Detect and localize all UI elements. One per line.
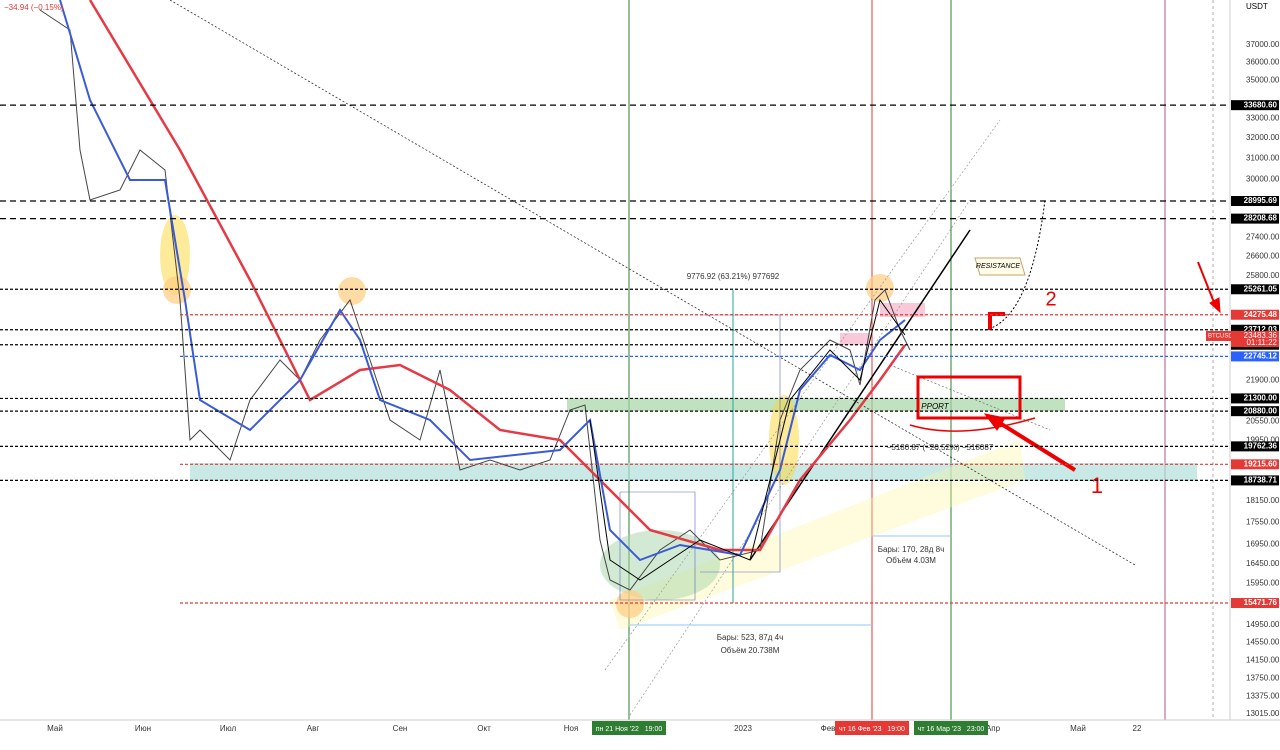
price-tag <box>1231 459 1279 470</box>
currency: USDT <box>1246 2 1268 11</box>
annotation: 1 <box>1091 473 1103 498</box>
price-label: 19950.00 <box>1246 435 1280 444</box>
price-tag <box>1231 284 1279 295</box>
price-tag-label: 25261.05 <box>1244 284 1278 293</box>
time-label: 2023 <box>734 724 752 733</box>
countdown: 01:11:22 <box>1246 338 1277 347</box>
price-tag-label: 15471.76 <box>1244 598 1278 607</box>
price-label: 14550.00 <box>1246 637 1280 646</box>
annotation: Бары: 170, 28д 8ч <box>878 545 945 554</box>
resistance-note <box>974 257 1026 276</box>
time-tag-label: чт 16 Мар '23 23:00 <box>918 726 985 733</box>
price-tag <box>1231 324 1279 335</box>
price-tag <box>1231 213 1279 224</box>
price-label: 32000.00 <box>1246 133 1280 142</box>
price-label: 36000.00 <box>1246 58 1280 67</box>
price-label: 35000.00 <box>1246 76 1280 85</box>
annotation: Бары: 523, 87д 4ч <box>717 633 784 642</box>
price-tag <box>1231 441 1279 452</box>
time-label: Июн <box>135 724 151 733</box>
price-label: 27400.00 <box>1246 232 1280 241</box>
price-label: 15950.00 <box>1246 579 1280 588</box>
time-tag <box>914 721 988 735</box>
time-tag <box>835 721 909 735</box>
time-label: Авг <box>307 724 320 733</box>
markup <box>909 261 1280 472</box>
time-label: Май <box>47 724 63 733</box>
price-tag-label: 33680.60 <box>1244 100 1278 109</box>
price-label: 21900.00 <box>1246 376 1280 385</box>
price-tag-label: 19762.36 <box>1244 441 1278 450</box>
price-label: 17550.00 <box>1246 517 1280 526</box>
price-label: 31000.00 <box>1246 153 1280 162</box>
time-label: Апр <box>986 724 1001 733</box>
time-label: Окт <box>477 724 491 733</box>
price-tag-label: 18738.71 <box>1244 476 1278 485</box>
annotation: Объём 20.738M <box>721 646 780 655</box>
price-tag-label: 28208.68 <box>1244 214 1278 223</box>
change: −34.94 (−0.15%) <box>4 3 64 12</box>
price-tag <box>1231 406 1279 417</box>
price-label: 30000.00 <box>1246 174 1280 183</box>
price-tag <box>1231 309 1279 320</box>
price-tag <box>1231 475 1279 486</box>
price-label: 26600.00 <box>1246 251 1280 260</box>
price-label: 13750.00 <box>1246 674 1280 683</box>
price-tag-label: 20880.00 <box>1244 406 1278 415</box>
annotation: PPORT <box>921 402 950 411</box>
symbol: BTCUSDT <box>1208 334 1237 340</box>
price-tag-label: 28995.69 <box>1244 196 1278 205</box>
price-tag <box>1231 330 1279 347</box>
price-label: 13375.00 <box>1246 691 1280 700</box>
time-label: Июл <box>220 724 237 733</box>
price-tag-label: 23483.36 <box>1244 331 1278 340</box>
price-label: 13015.00 <box>1246 709 1280 718</box>
price-tag <box>1231 393 1279 404</box>
annotation: 2 <box>1045 288 1056 310</box>
time-tag <box>592 721 666 735</box>
price-label: 14950.00 <box>1246 620 1280 629</box>
price-label: 37000.00 <box>1246 40 1280 49</box>
price-label: 33000.00 <box>1246 113 1280 122</box>
price-tag <box>1231 100 1279 111</box>
annotation: −5180.87 (−20.52%) −518087 <box>887 443 994 452</box>
price-tag-label: 21300.00 <box>1244 394 1278 403</box>
price-label: 16450.00 <box>1246 559 1280 568</box>
time-tag-label: чт 16 Фев '23 19:00 <box>839 726 905 733</box>
annotation: Объём 4.03M <box>886 556 936 565</box>
price-tag-label: 24275.48 <box>1244 310 1278 319</box>
price-label: 18150.00 <box>1246 496 1280 505</box>
price-label: 20550.00 <box>1246 416 1280 425</box>
time-tag-label: пн 21 Ноя '22 19:00 <box>596 726 663 733</box>
price-label: 25800.00 <box>1246 271 1280 280</box>
time-label: 22 <box>1133 724 1142 733</box>
price-tag-label: 22745.12 <box>1244 352 1278 361</box>
annotation: 9776.92 (63.21%) 977692 <box>687 272 780 281</box>
time-label: Сен <box>393 724 408 733</box>
price-tag <box>1231 351 1279 362</box>
price-label: 16950.00 <box>1246 540 1280 549</box>
price-tag <box>1231 598 1279 609</box>
symbol-tag <box>1206 330 1236 341</box>
time-label: Ноя <box>564 724 579 733</box>
price-tag <box>1231 196 1279 207</box>
price-tag-label: 19215.60 <box>1244 459 1278 468</box>
price-tag-label: 23712.03 <box>1244 325 1278 334</box>
annotation: RESISTANCE <box>976 263 1021 270</box>
price-label: 14150.00 <box>1246 655 1280 664</box>
time-label: Май <box>1070 724 1086 733</box>
time-label: Фев <box>821 724 836 733</box>
